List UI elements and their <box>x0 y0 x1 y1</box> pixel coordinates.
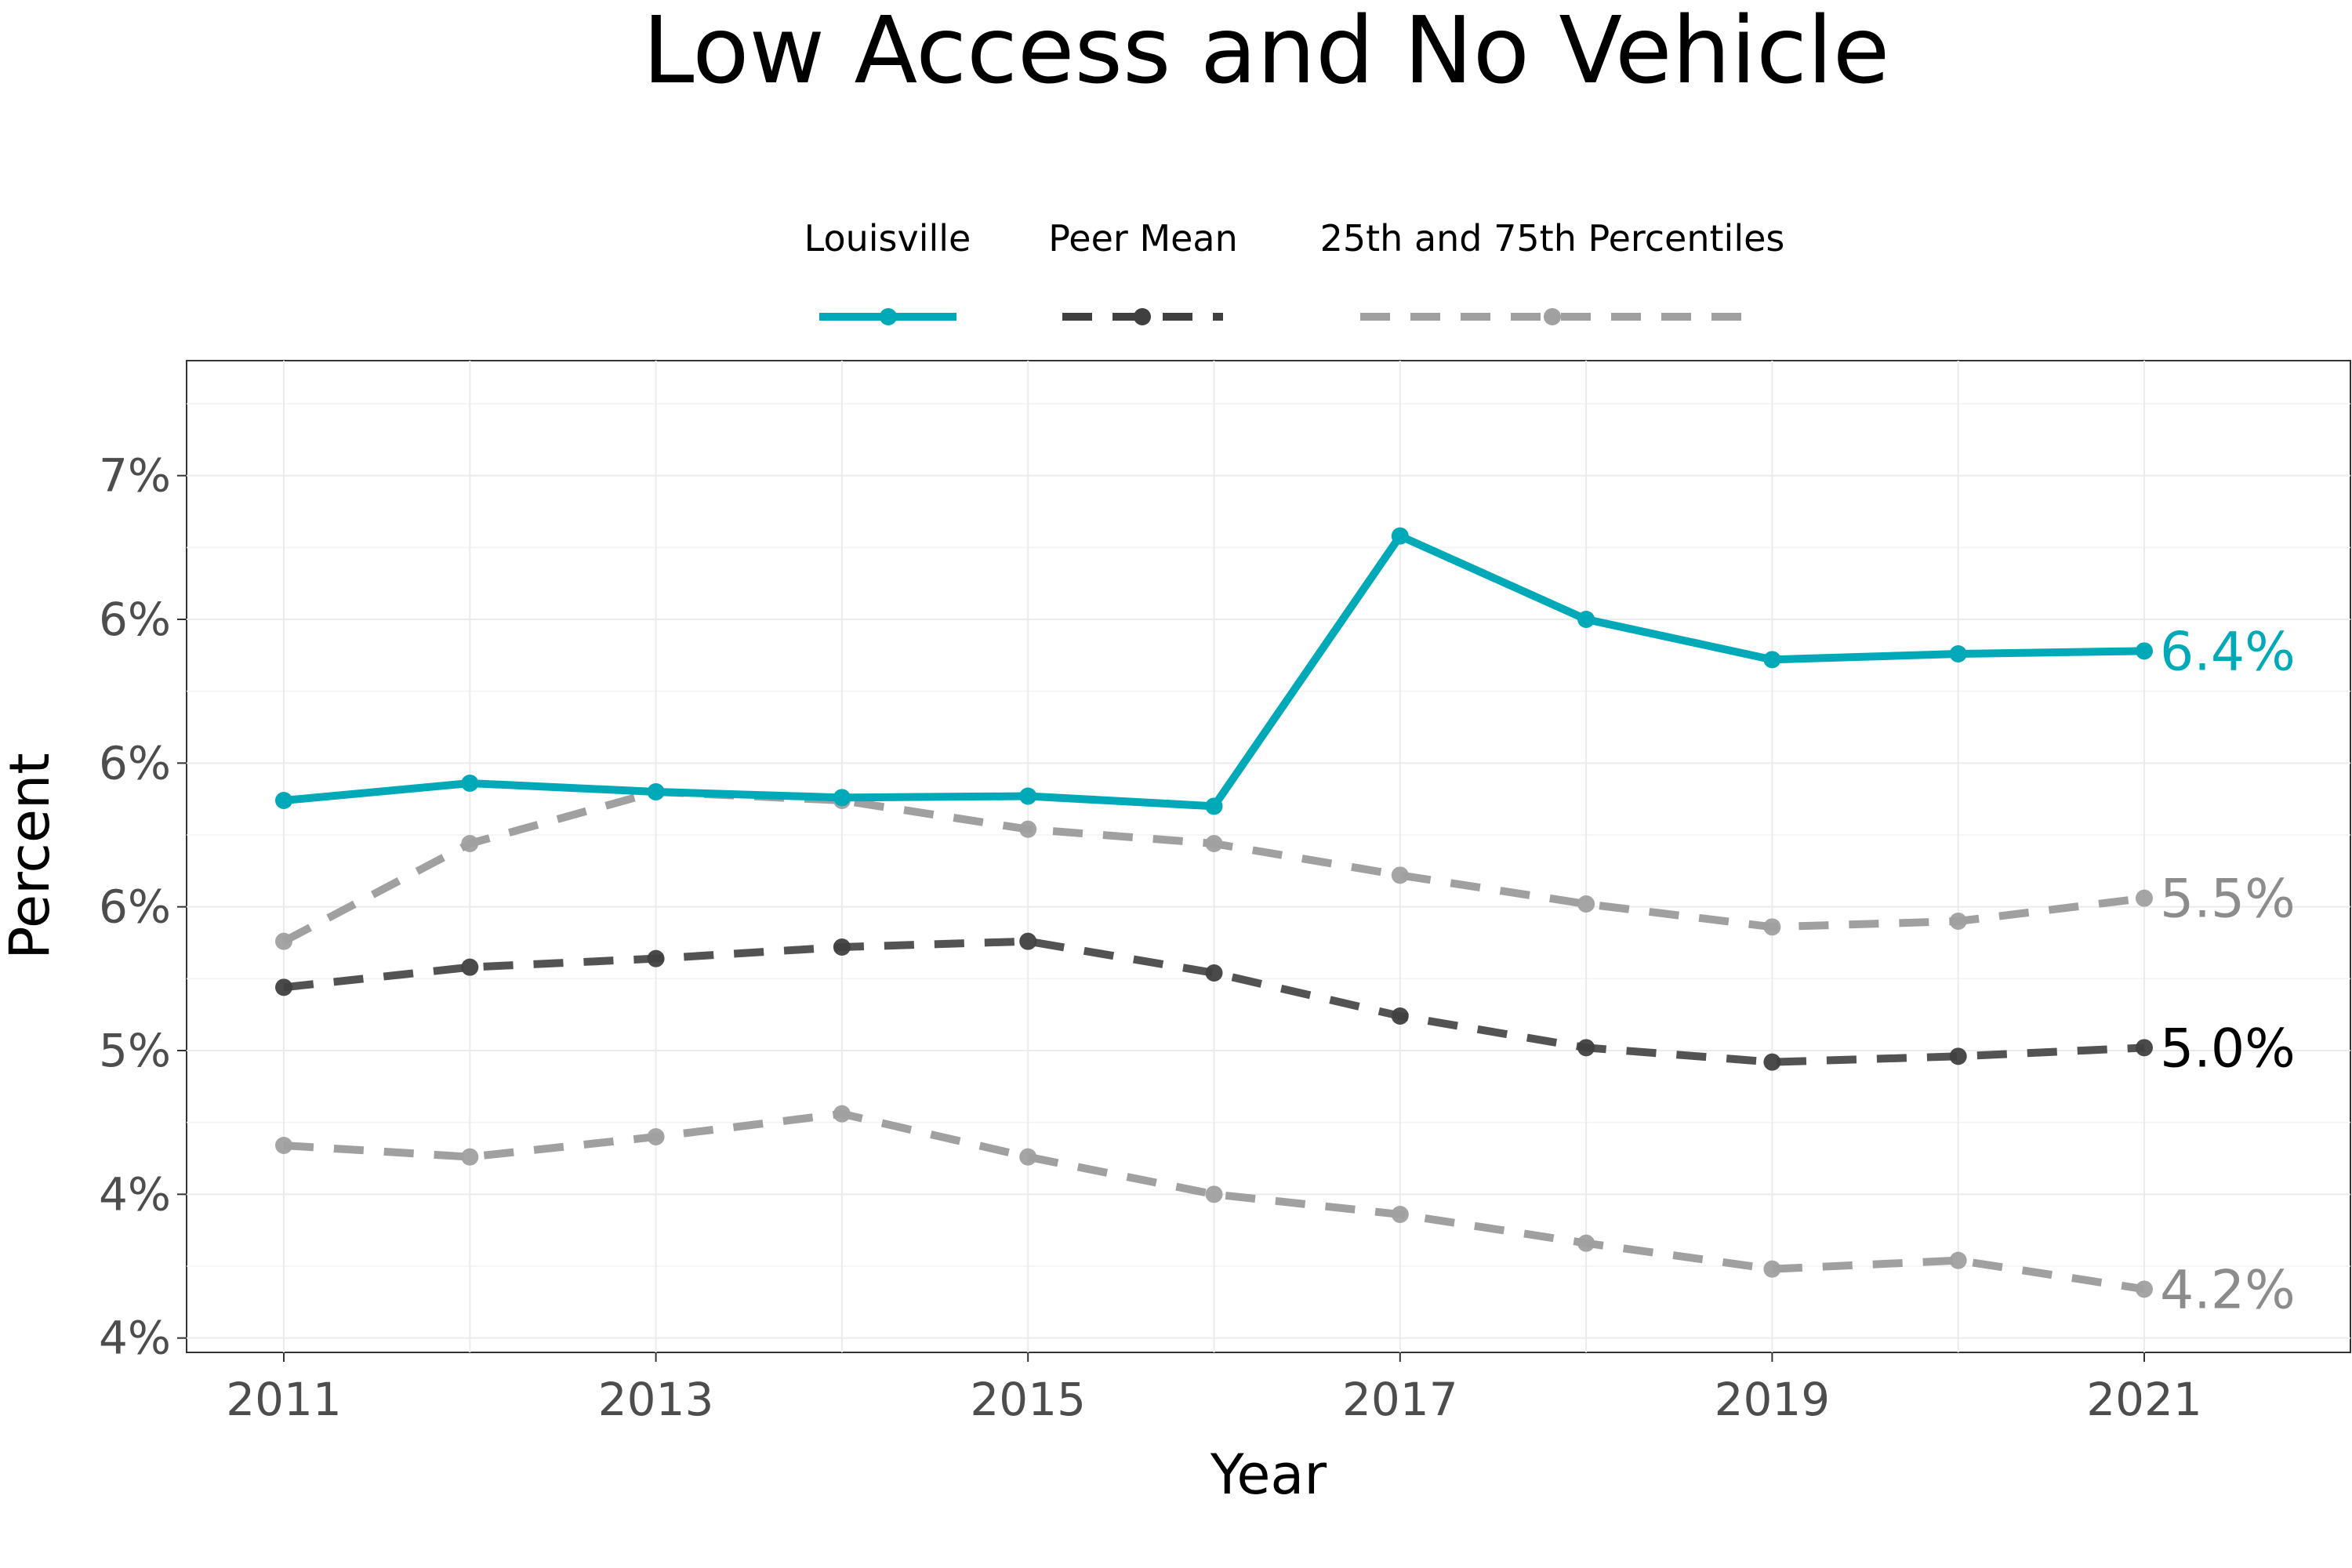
series-25th-and-75th-percentiles <box>275 1105 2153 1298</box>
data-point <box>1949 1047 1967 1065</box>
y-tick-label: 5% <box>99 1024 171 1077</box>
data-point <box>833 789 851 807</box>
data-point <box>1949 645 1967 662</box>
data-point <box>1019 820 1037 838</box>
data-point <box>1391 527 1409 545</box>
x-tick-label: 2017 <box>1342 1373 1458 1426</box>
data-point <box>1019 1148 1037 1166</box>
end-labels: 5.5% 4.2% 5.0% 6.4% <box>2160 621 2296 1321</box>
data-point <box>2136 889 2153 907</box>
x-tick-label: 2019 <box>1715 1373 1831 1426</box>
x-axis: 2011 2013 2015 2017 2019 2021 <box>226 1352 2202 1426</box>
legend-label: Peer Mean <box>1048 217 1238 260</box>
y-tick-label: 6% <box>99 880 171 934</box>
legend-item: Peer Mean <box>1048 217 1238 325</box>
data-point <box>647 949 665 967</box>
data-point <box>461 775 479 792</box>
data-point <box>647 1128 665 1145</box>
y-tick-label: 7% <box>99 449 171 503</box>
data-point <box>1949 1251 1967 1269</box>
data-point <box>461 958 479 976</box>
data-point <box>275 1137 292 1154</box>
data-point <box>1949 913 1967 930</box>
y-axis: 4% 4% 5% 6% 6% 6% 7% <box>99 449 187 1365</box>
data-point <box>1577 895 1595 913</box>
legend-label: Louisville <box>804 217 971 260</box>
data-point <box>1577 1039 1595 1057</box>
chart-title: Low Access and No Vehicle <box>643 0 1890 104</box>
legend-label: 25th and 75th Percentiles <box>1320 217 1785 260</box>
data-point <box>275 792 292 809</box>
legend-key-point <box>1134 308 1151 325</box>
legend: Louisville Peer Mean 25th and 75th Percent… <box>804 217 1785 325</box>
x-axis-title: Year <box>1210 1443 1327 1507</box>
legend-item: Louisville <box>804 217 971 325</box>
data-point <box>833 938 851 956</box>
series-layer <box>275 527 2153 1298</box>
y-axis-title: Percent <box>0 753 62 959</box>
series-line <box>283 1109 2145 1294</box>
data-point <box>1763 1053 1781 1071</box>
y-tick-label: 6% <box>99 593 171 646</box>
data-point <box>1763 1260 1781 1278</box>
data-point <box>461 1148 479 1166</box>
data-point <box>2136 642 2153 660</box>
data-point <box>1205 797 1223 815</box>
end-label: 5.5% <box>2160 869 2296 931</box>
data-point <box>1577 1234 1595 1252</box>
data-point <box>2136 1039 2153 1057</box>
x-tick-label: 2011 <box>226 1373 342 1426</box>
y-tick-label: 6% <box>99 736 171 789</box>
legend-key-point <box>1544 308 1561 325</box>
y-tick-label: 4% <box>99 1312 171 1365</box>
data-point <box>1763 918 1781 936</box>
series-louisville <box>275 527 2153 815</box>
data-point <box>833 1105 851 1123</box>
y-tick-label: 4% <box>99 1167 171 1221</box>
data-point <box>461 835 479 852</box>
series-peer-mean <box>275 932 2153 1071</box>
data-point <box>1763 651 1781 669</box>
data-point <box>275 932 292 950</box>
data-point <box>1205 1185 1223 1203</box>
series-line <box>283 937 2145 1066</box>
x-tick-label: 2021 <box>2086 1373 2202 1426</box>
data-point <box>1391 1206 1409 1223</box>
data-point <box>1019 787 1037 805</box>
data-point <box>2136 1280 2153 1298</box>
legend-key-point <box>880 308 897 325</box>
legend-item: 25th and 75th Percentiles <box>1320 217 1785 325</box>
end-label: 5.0% <box>2160 1018 2296 1080</box>
data-point <box>1577 611 1595 628</box>
x-tick-label: 2013 <box>598 1373 714 1426</box>
data-point <box>1019 932 1037 950</box>
end-label: 4.2% <box>2160 1259 2296 1321</box>
x-tick-label: 2015 <box>970 1373 1086 1426</box>
end-label: 6.4% <box>2160 621 2296 683</box>
data-point <box>647 783 665 800</box>
data-point <box>275 978 292 996</box>
data-point <box>1391 1007 1409 1025</box>
data-point <box>1205 964 1223 982</box>
grid <box>187 361 2350 1352</box>
data-point <box>1205 835 1223 852</box>
data-point <box>1391 866 1409 884</box>
